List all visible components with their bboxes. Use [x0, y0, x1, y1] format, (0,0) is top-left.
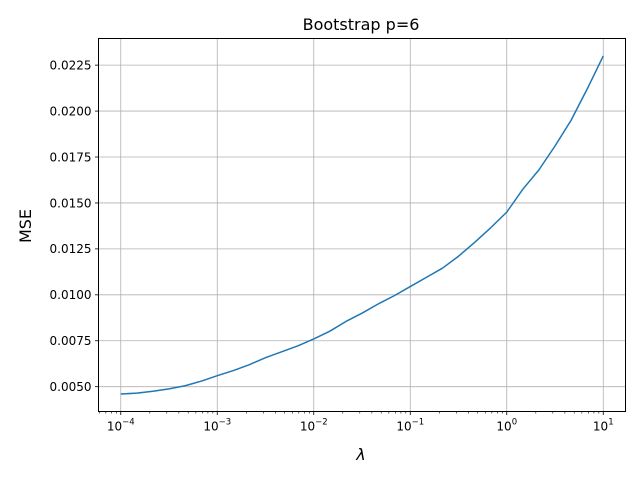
series-layer	[120, 55, 604, 395]
x-tick-label: 101	[593, 418, 614, 434]
x-tick-label: 100	[496, 418, 517, 434]
y-tick-label: 0.0125	[50, 242, 92, 256]
y-tick-label: 0.0225	[50, 58, 92, 72]
grid-lines	[98, 38, 626, 412]
x-axis: 10−4 10−3 10−2 10−1 100 101	[99, 411, 614, 434]
plot-frame	[98, 38, 626, 412]
x-tick-label: 10−2	[300, 418, 328, 434]
x-axis-label: λ	[355, 445, 365, 464]
x-tick-label: 10−3	[203, 418, 231, 434]
x-tick-label: 10−4	[107, 418, 135, 434]
y-tick-label: 0.0075	[50, 334, 92, 348]
y-tick-label: 0.0150	[50, 196, 92, 210]
chart-title: Bootstrap p=6	[303, 15, 420, 34]
series-line	[120, 55, 604, 395]
y-tick-label: 0.0050	[50, 380, 92, 394]
y-axis-label: MSE	[16, 209, 35, 243]
x-tick-label: 10−1	[396, 418, 424, 434]
y-tick-label: 0.0175	[50, 150, 92, 164]
y-axis: 0.0050 0.0075 0.0100 0.0125 0.0150 0.0175 0.02…	[50, 58, 99, 394]
y-tick-label: 0.0200	[50, 104, 92, 118]
y-tick-label: 0.0100	[50, 288, 92, 302]
